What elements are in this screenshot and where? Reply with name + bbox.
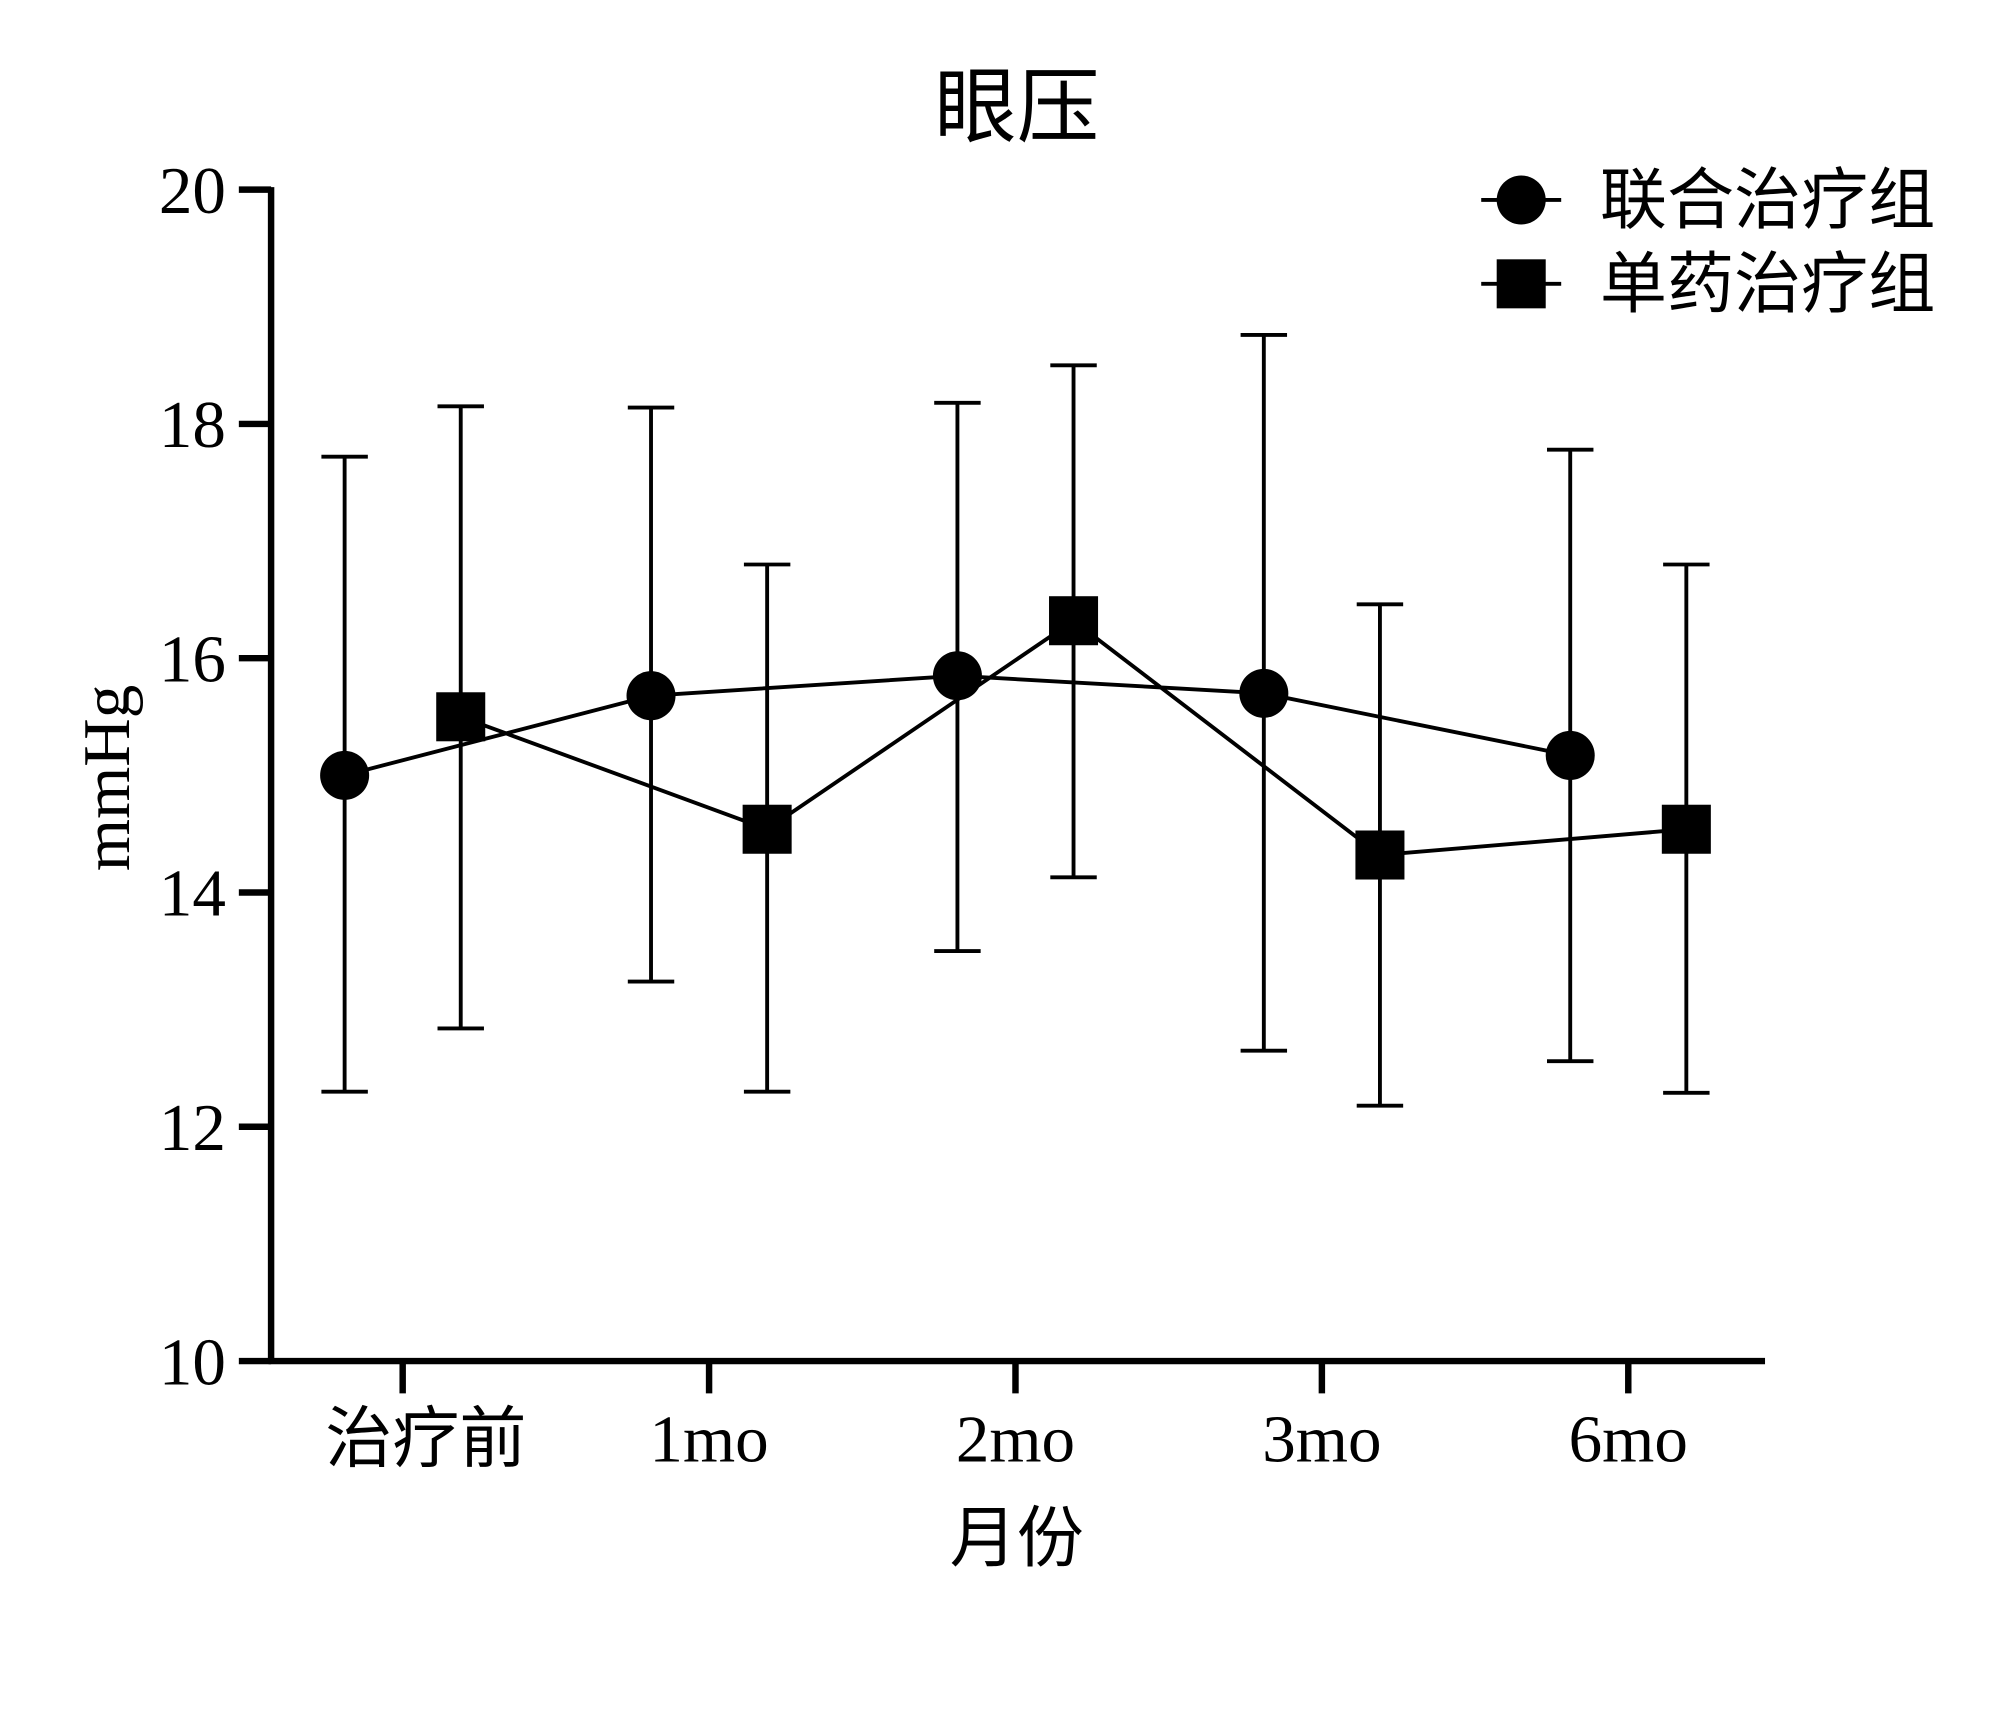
data-point — [436, 692, 486, 742]
y-tick-label: 14 — [159, 856, 226, 931]
legend-label: 联合治疗组 — [1600, 163, 1935, 238]
plot-area — [320, 332, 1711, 1108]
series-2 — [436, 363, 1711, 1108]
data-point — [1355, 830, 1405, 880]
axes: 10 12 14 16 18 20 治疗前 1mo 2mo 3mo 6mo — [159, 153, 1766, 1477]
data-point — [626, 671, 676, 721]
x-tick-label: 6mo — [1569, 1402, 1688, 1477]
data-point — [1661, 804, 1711, 854]
data-point — [1545, 730, 1595, 780]
data-point — [932, 651, 982, 701]
legend-marker-square — [1496, 259, 1546, 309]
y-axis-label: mmHg — [69, 685, 144, 871]
legend-label: 单药治疗组 — [1600, 247, 1935, 322]
x-axis-label: 月份 — [950, 1501, 1084, 1576]
data-point — [320, 750, 370, 800]
data-point — [1239, 668, 1289, 718]
series-1 — [320, 332, 1595, 1094]
chart-title: 眼压 — [934, 61, 1099, 153]
y-tick-label: 12 — [159, 1090, 226, 1165]
x-tick-label: 1mo — [649, 1402, 768, 1477]
data-point — [1049, 596, 1099, 646]
x-tick-label: 2mo — [956, 1402, 1075, 1477]
y-tick-label: 18 — [159, 387, 226, 462]
y-tick-label: 16 — [159, 621, 226, 696]
x-tick-label: 治疗前 — [325, 1402, 526, 1477]
x-tick-label: 3mo — [1262, 1402, 1381, 1477]
y-tick-label: 20 — [159, 153, 226, 228]
data-point — [742, 804, 792, 854]
legend-marker-circle — [1496, 175, 1546, 225]
y-tick-label: 10 — [159, 1324, 226, 1399]
